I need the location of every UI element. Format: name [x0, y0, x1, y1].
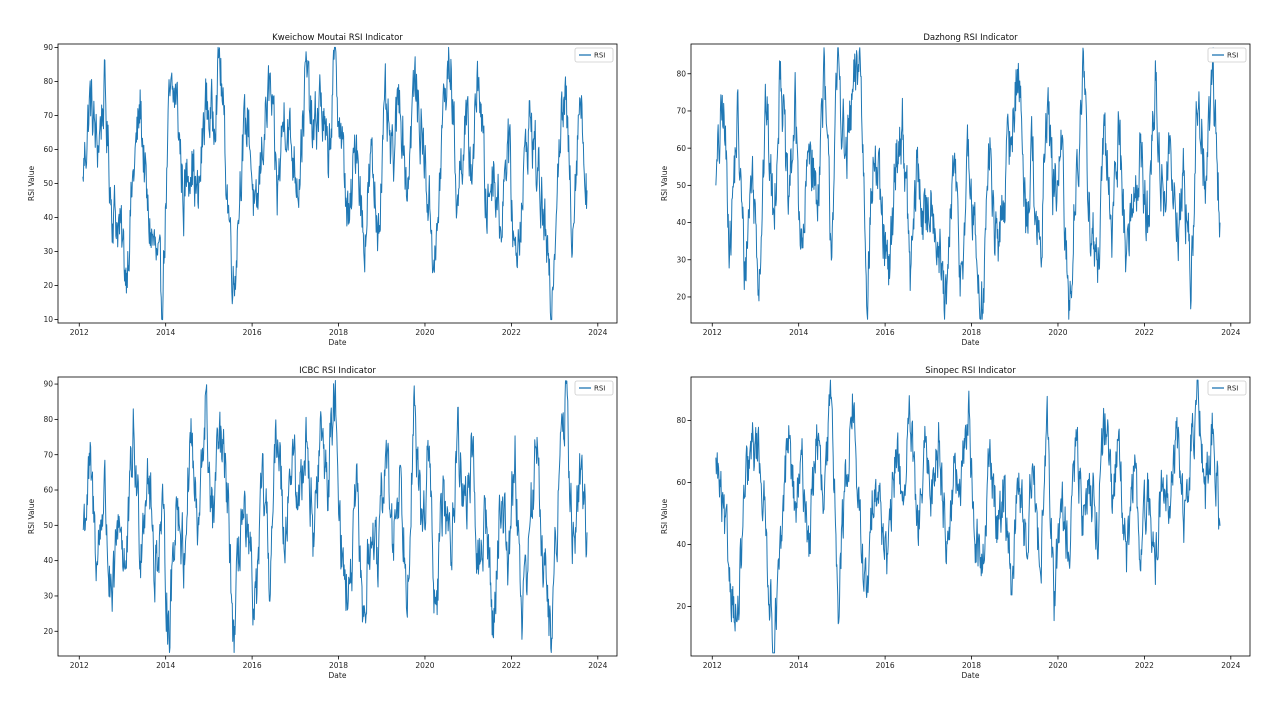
x-tick-label: 2024 [588, 661, 607, 670]
y-tick-label: 20 [43, 281, 53, 290]
y-tick-label: 90 [43, 43, 53, 52]
y-tick-label: 30 [43, 592, 53, 601]
x-tick-label: 2016 [876, 328, 895, 337]
x-tick-label: 2018 [329, 661, 348, 670]
y-tick-label: 20 [43, 627, 53, 636]
y-tick-label: 70 [43, 450, 53, 459]
x-tick-label: 2018 [962, 661, 981, 670]
chart-title: Kweichow Moutai RSI Indicator [272, 33, 403, 43]
x-tick-label: 2020 [1048, 661, 1067, 670]
x-tick-label: 2024 [1221, 661, 1240, 670]
x-axis-label: Date [962, 338, 980, 347]
x-tick-label: 2020 [415, 661, 434, 670]
legend: RSI [1207, 380, 1247, 396]
chart-icbc-rsi: ICBC RSI Indicator 2012 2014 2016 2018 2020 20… [0, 361, 634, 686]
legend: RSI [1207, 47, 1247, 63]
x-tick-label: 2022 [502, 328, 521, 337]
x-axis-label: Date [329, 671, 347, 680]
y-tick-label: 40 [43, 556, 53, 565]
y-tick-label: 40 [676, 540, 686, 549]
x-axis-label: Date [329, 338, 347, 347]
chart-dazhong-rsi: Dazhong RSI Indicator 2012 2014 2016 2018 202… [633, 28, 1267, 353]
x-tick-label: 2018 [329, 328, 348, 337]
plot-frame [690, 43, 1251, 324]
y-tick-label: 80 [43, 77, 53, 86]
x-tick-label: 2014 [156, 661, 175, 670]
x-tick-label: 2020 [415, 328, 434, 337]
x-tick-label: 2016 [243, 661, 262, 670]
legend-box [1207, 47, 1247, 63]
legend-box [574, 380, 614, 396]
y-tick-label: 60 [43, 486, 53, 495]
y-tick-label: 50 [43, 521, 53, 530]
y-tick-label: 60 [676, 144, 686, 153]
rsi-series-line [715, 379, 1221, 654]
legend-label: RSI [1227, 385, 1238, 393]
y-tick-label: 80 [676, 416, 686, 425]
x-tick-label: 2024 [588, 328, 607, 337]
rsi-series-line [82, 46, 588, 321]
x-tick-label: 2020 [1048, 328, 1067, 337]
chart-title: Sinopec RSI Indicator [925, 366, 1016, 376]
legend-box [1207, 380, 1247, 396]
y-tick-label: 80 [43, 415, 53, 424]
legend: RSI [574, 380, 614, 396]
x-tick-label: 2022 [1135, 661, 1154, 670]
y-tick-label: 20 [676, 293, 686, 302]
rsi-series-line [715, 47, 1221, 320]
y-tick-label: 60 [676, 478, 686, 487]
rsi-series-line [82, 380, 588, 653]
y-tick-label: 20 [676, 602, 686, 611]
y-axis-label: RSI Value [660, 499, 669, 535]
x-tick-label: 2012 [703, 661, 722, 670]
y-tick-label: 50 [676, 181, 686, 190]
plot-frame [57, 43, 618, 324]
x-tick-label: 2022 [502, 661, 521, 670]
legend-box [574, 47, 614, 63]
y-tick-label: 50 [43, 179, 53, 188]
y-tick-label: 30 [676, 255, 686, 264]
x-tick-label: 2014 [156, 328, 175, 337]
legend-label: RSI [594, 385, 605, 393]
y-tick-label: 30 [43, 247, 53, 256]
plot-frame [690, 376, 1251, 657]
y-tick-label: 40 [43, 213, 53, 222]
y-axis-label: RSI Value [660, 166, 669, 202]
plot-frame [57, 376, 618, 657]
x-tick-label: 2012 [70, 328, 89, 337]
chart-kweichow-moutai-rsi: Kweichow Moutai RSI Indicator 2012 2014 201… [0, 28, 634, 353]
y-tick-label: 80 [676, 69, 686, 78]
y-tick-label: 60 [43, 145, 53, 154]
x-tick-label: 2016 [243, 328, 262, 337]
x-tick-label: 2014 [789, 661, 808, 670]
legend: RSI [574, 47, 614, 63]
x-axis-label: Date [962, 671, 980, 680]
y-axis-label: RSI Value [27, 166, 36, 202]
y-tick-label: 10 [43, 315, 53, 324]
x-tick-label: 2024 [1221, 328, 1240, 337]
y-axis-label: RSI Value [27, 499, 36, 535]
x-tick-label: 2022 [1135, 328, 1154, 337]
x-tick-label: 2012 [70, 661, 89, 670]
legend-label: RSI [1227, 52, 1238, 60]
y-tick-label: 70 [676, 107, 686, 116]
chart-title: Dazhong RSI Indicator [923, 33, 1018, 43]
x-tick-label: 2018 [962, 328, 981, 337]
legend-label: RSI [594, 52, 605, 60]
x-tick-label: 2012 [703, 328, 722, 337]
y-tick-label: 70 [43, 111, 53, 120]
chart-sinopec-rsi: Sinopec RSI Indicator 2012 2014 2016 2018 202… [633, 361, 1267, 686]
y-tick-label: 90 [43, 380, 53, 389]
x-tick-label: 2016 [876, 661, 895, 670]
chart-title: ICBC RSI Indicator [299, 366, 376, 376]
x-tick-label: 2014 [789, 328, 808, 337]
y-tick-label: 40 [676, 218, 686, 227]
